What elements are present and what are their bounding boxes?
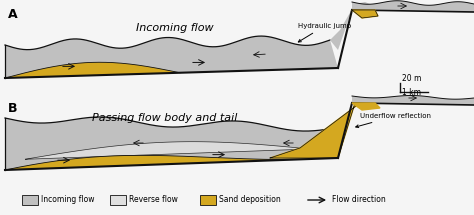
Polygon shape — [25, 142, 310, 159]
Polygon shape — [352, 103, 380, 110]
Text: A: A — [8, 8, 18, 21]
Text: Hydraulic jump: Hydraulic jump — [298, 23, 351, 42]
Polygon shape — [352, 1, 474, 12]
Text: Sand deposition: Sand deposition — [219, 195, 281, 204]
Text: Incoming flow: Incoming flow — [41, 195, 94, 204]
Text: Incoming flow: Incoming flow — [136, 23, 214, 33]
Polygon shape — [5, 155, 295, 170]
Text: Underflow reflection: Underflow reflection — [356, 113, 431, 127]
Bar — [22, 195, 38, 205]
Text: Passing flow body and tail: Passing flow body and tail — [92, 113, 237, 123]
Polygon shape — [270, 103, 360, 158]
Polygon shape — [5, 62, 180, 78]
Bar — [200, 195, 216, 205]
Polygon shape — [352, 95, 474, 105]
Text: B: B — [8, 102, 18, 115]
Text: 20 m: 20 m — [402, 74, 421, 83]
Polygon shape — [5, 117, 338, 170]
Polygon shape — [352, 10, 378, 18]
Polygon shape — [5, 36, 338, 78]
Text: Flow direction: Flow direction — [332, 195, 386, 204]
Text: Reverse flow: Reverse flow — [129, 195, 178, 204]
Bar — [110, 195, 126, 205]
Text: 1 km: 1 km — [402, 88, 421, 97]
Polygon shape — [330, 2, 370, 50]
